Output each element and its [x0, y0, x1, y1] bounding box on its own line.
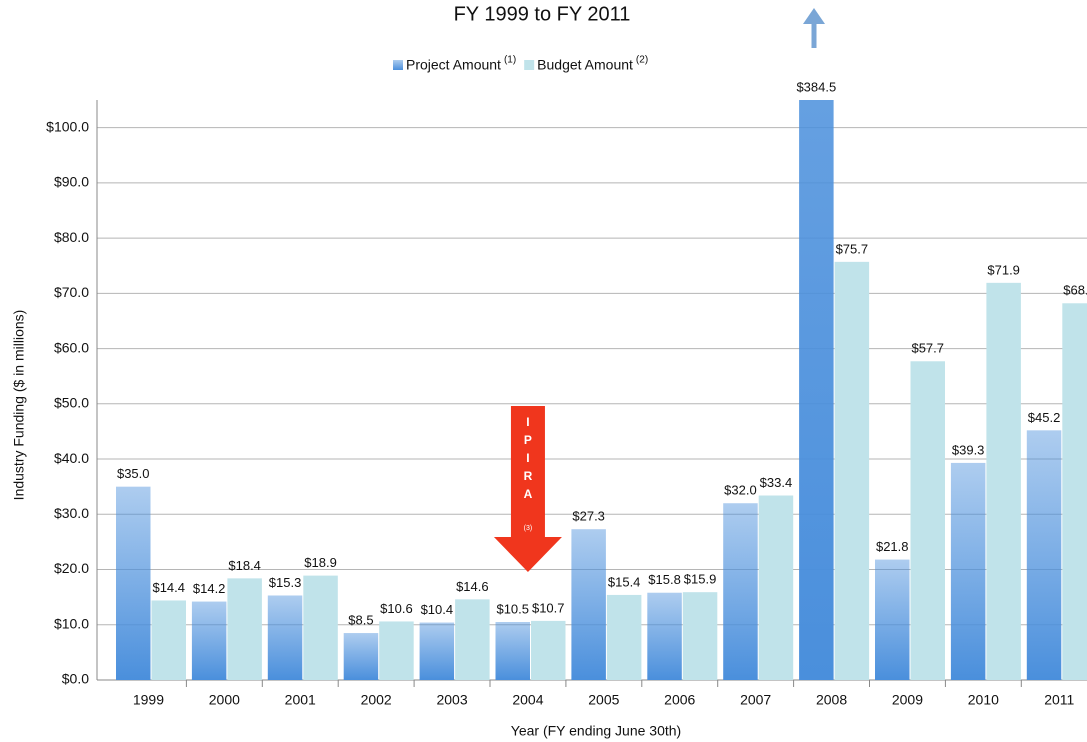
legend-swatch — [393, 60, 403, 70]
y-axis-label: Industry Funding ($ in millions) — [11, 310, 27, 501]
data-label: $71.9 — [987, 262, 1020, 277]
overflow-arrow — [803, 8, 825, 48]
bar — [419, 622, 455, 680]
y-tick-label: $60.0 — [54, 339, 89, 355]
data-label: $45.2 — [1028, 410, 1061, 425]
plot-area — [116, 100, 1087, 680]
data-label: $15.3 — [269, 575, 302, 590]
y-tick-label: $50.0 — [54, 395, 89, 411]
x-tick-label: 2008 — [816, 692, 847, 708]
data-label: $15.4 — [608, 574, 641, 589]
y-tick-label: $100.0 — [46, 118, 89, 134]
x-tick-label: 2002 — [361, 692, 392, 708]
x-tick-label: 2001 — [285, 692, 316, 708]
data-label: $15.9 — [684, 572, 717, 587]
x-tick-label: 2003 — [436, 692, 467, 708]
data-label: $18.9 — [304, 555, 337, 570]
bar — [267, 595, 303, 680]
bar — [986, 282, 1021, 680]
data-label: $57.7 — [911, 341, 944, 356]
bar — [1062, 303, 1087, 680]
data-label: $68.2 — [1063, 283, 1087, 298]
annotation-arrow — [493, 406, 562, 572]
data-label: $10.5 — [496, 601, 529, 616]
legend-label: Project Amount — [406, 57, 501, 73]
x-tick-label: 2006 — [664, 692, 695, 708]
data-label: $14.2 — [193, 581, 226, 596]
y-tick-label: $10.0 — [54, 615, 89, 631]
annotation-note: (3) — [524, 525, 533, 532]
bar — [799, 100, 834, 680]
y-tick-label: $40.0 — [54, 450, 89, 466]
data-label: $18.4 — [228, 558, 261, 573]
legend-swatch — [524, 60, 535, 70]
data-label: $14.6 — [456, 579, 489, 594]
y-tick-label: $70.0 — [54, 284, 89, 300]
chart-title: FY 1999 to FY 2011 — [454, 3, 631, 25]
data-label: $75.7 — [836, 241, 869, 256]
bar — [191, 601, 227, 680]
bar — [682, 592, 718, 680]
bar — [151, 600, 186, 680]
y-tick-label: $30.0 — [54, 505, 89, 521]
data-label: $384.5 — [796, 79, 836, 94]
y-tick-label: $80.0 — [54, 229, 89, 245]
bar — [531, 620, 566, 680]
y-tick-label: $0.0 — [62, 671, 89, 687]
bar — [647, 592, 682, 680]
x-tick-label: 1999 — [133, 692, 164, 708]
x-tick-label: 2010 — [968, 692, 999, 708]
bar — [116, 486, 151, 680]
y-tick-label: $90.0 — [54, 174, 89, 190]
bar — [834, 261, 870, 680]
data-label: $14.4 — [152, 580, 185, 595]
bar — [910, 361, 945, 680]
bar — [455, 599, 490, 680]
data-label: $35.0 — [117, 466, 150, 481]
data-label: $10.4 — [421, 602, 454, 617]
data-label: $15.8 — [648, 572, 681, 587]
bar — [723, 503, 758, 680]
x-tick-label: 2009 — [892, 692, 923, 708]
bar — [495, 622, 530, 680]
x-tick-label: 2000 — [209, 692, 240, 708]
data-label: $33.4 — [760, 475, 793, 490]
legend-note: (2) — [636, 55, 648, 66]
bar — [303, 575, 338, 680]
legend-note: (1) — [504, 55, 516, 66]
bar — [1026, 430, 1062, 680]
bar — [758, 495, 794, 680]
annotation-text: IPIRA — [521, 415, 535, 505]
data-label: $39.3 — [952, 442, 985, 457]
x-tick-label: 2005 — [588, 692, 619, 708]
x-tick-label: 2007 — [740, 692, 771, 708]
bar — [875, 559, 910, 680]
data-label: $10.6 — [380, 601, 413, 616]
bar — [343, 633, 379, 680]
x-tick-label: 2011 — [1044, 692, 1074, 708]
x-tick-label: 2004 — [512, 692, 543, 708]
y-tick-label: $20.0 — [54, 560, 89, 576]
data-label: $27.3 — [572, 509, 605, 524]
bar — [379, 621, 414, 680]
bar — [950, 462, 986, 680]
data-label: $10.7 — [532, 600, 565, 615]
data-label: $32.0 — [724, 483, 757, 498]
x-axis-label: Year (FY ending June 30th) — [511, 723, 681, 739]
bar — [606, 594, 642, 680]
bar — [227, 578, 262, 680]
legend-label: Budget Amount — [537, 57, 633, 73]
bar — [571, 529, 606, 680]
data-label: $21.8 — [876, 539, 909, 554]
data-label: $8.5 — [348, 612, 373, 627]
